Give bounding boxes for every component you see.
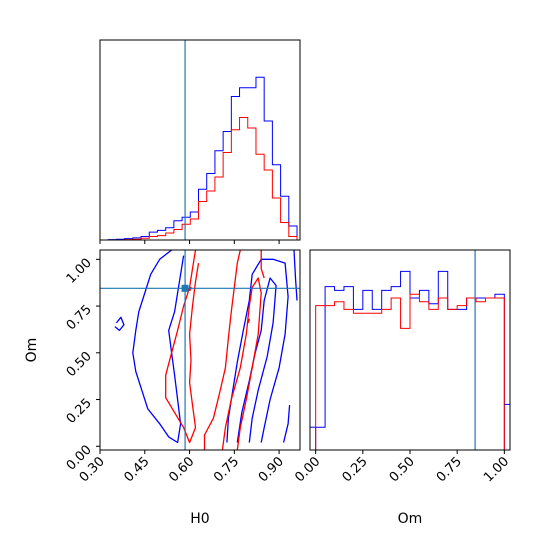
joint-x-tick-label: 0.75 xyxy=(211,454,242,485)
contour-blue-2 xyxy=(236,277,277,443)
x-axis-label-h0: H0 xyxy=(190,511,209,527)
y-axis-label-om: Om xyxy=(24,338,40,363)
joint-y-tick-label: 0.75 xyxy=(64,302,95,333)
contour-red-0 xyxy=(165,250,200,444)
joint-y-tick-label: 1.00 xyxy=(64,256,95,287)
contour-red-1 xyxy=(203,250,241,450)
om-marginal-plot-area xyxy=(310,250,510,450)
joint-y-tick-label: 0.50 xyxy=(64,349,95,380)
contour-blue-4 xyxy=(282,405,291,443)
om-marginal-panel: 0.00 0.25 0.50 0.75 1.00 xyxy=(292,249,512,485)
contour-blue-5 xyxy=(293,250,298,301)
h0-marginal-plot-area xyxy=(100,40,298,240)
x-axis-label-om: Om xyxy=(398,511,423,527)
contour-blue-1 xyxy=(226,258,289,443)
om-marginal-x-tick-label: 0.50 xyxy=(387,454,418,485)
h0-histogram-red xyxy=(100,117,298,240)
h0-histogram-blue xyxy=(100,76,298,240)
contour-blue-0 xyxy=(132,250,185,444)
joint-y-tick-label: 0.25 xyxy=(64,396,95,427)
contour-red-3 xyxy=(260,250,265,279)
joint-contour-panel: 0.30 0.45 0.60 0.75 0.900.000.250.500.751.00 xyxy=(64,249,301,485)
joint-frame xyxy=(99,249,301,451)
om-marginal-x-tick-label: 0.75 xyxy=(434,454,465,485)
om-marginal-x-tick-label: 1.00 xyxy=(481,454,512,485)
om-marginal-x-tick-label: 0.00 xyxy=(292,454,323,485)
contour-blue-3 xyxy=(114,316,125,332)
joint-x-tick-label: 0.90 xyxy=(256,454,287,485)
contour-red-2 xyxy=(221,277,262,450)
h0-marginal-panel xyxy=(99,39,301,244)
contour-red-5 xyxy=(247,318,250,324)
om-marginal-x-tick-label: 0.25 xyxy=(340,454,371,485)
h0-marginal-frame xyxy=(99,39,301,241)
joint-x-tick-label: 0.45 xyxy=(122,454,153,485)
om-histogram-red xyxy=(315,293,505,450)
joint-x-tick-label: 0.60 xyxy=(166,454,197,485)
truth-marker xyxy=(181,284,189,292)
joint-plot-area xyxy=(100,250,300,450)
